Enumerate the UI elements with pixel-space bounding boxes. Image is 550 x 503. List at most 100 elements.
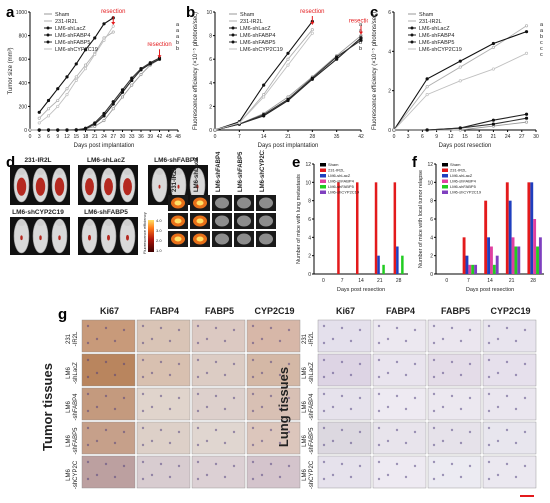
lung-cell-nucleus bbox=[459, 373, 463, 377]
colorbar-tick: 4.0 bbox=[156, 218, 162, 223]
resection-annotation: resection bbox=[349, 19, 368, 25]
data-point bbox=[37, 121, 41, 125]
data-point bbox=[74, 62, 78, 66]
tumor-cell-nucleus bbox=[159, 360, 163, 364]
tumor-cell-nucleus bbox=[104, 394, 108, 398]
lung-cell-nucleus bbox=[514, 407, 518, 411]
panel-letter-g: g bbox=[58, 306, 68, 323]
tumor-cell-nucleus bbox=[177, 430, 181, 434]
data-point bbox=[262, 95, 266, 99]
tumor-cell-nucleus bbox=[251, 392, 255, 396]
colorbar bbox=[148, 220, 154, 252]
legend-entry: LM6-shFABP4 bbox=[55, 33, 90, 39]
tumor-cell-nucleus bbox=[177, 362, 181, 366]
lung-cell-nucleus bbox=[377, 426, 381, 430]
tumor-cell-nucleus bbox=[251, 460, 255, 464]
tumor-cell-nucleus bbox=[168, 475, 172, 479]
mouse bbox=[81, 167, 98, 203]
mouse-head bbox=[104, 169, 113, 175]
significance-label: a bbox=[540, 22, 544, 28]
legend-marker bbox=[46, 26, 50, 30]
tumor-cell-nucleus bbox=[95, 405, 99, 409]
tumor-tissue-image bbox=[191, 353, 246, 387]
data-point bbox=[425, 85, 429, 89]
lung-cell-nucleus bbox=[487, 324, 491, 328]
tumor-cell-nucleus bbox=[223, 373, 227, 377]
data-point bbox=[74, 78, 78, 82]
legend-entry: LM6-shCYP2C19 bbox=[450, 190, 482, 195]
panel-letter-b: b bbox=[186, 4, 196, 21]
y-tick-label: 4 bbox=[308, 235, 311, 241]
x-tick-label: 7 bbox=[467, 278, 470, 284]
legend-entry: 231-IR2L bbox=[55, 19, 78, 25]
tumor-cell-nucleus bbox=[287, 328, 291, 332]
lung-cell-nucleus bbox=[322, 392, 326, 396]
legend-marker bbox=[231, 26, 235, 30]
tumor-cell-nucleus bbox=[251, 477, 255, 481]
tumor-cell-nucleus bbox=[232, 430, 236, 434]
tumor-cell-nucleus bbox=[251, 426, 255, 430]
lung-cell-nucleus bbox=[358, 328, 362, 332]
panel-letter-a: a bbox=[6, 4, 15, 21]
group-label: 231-IR2L bbox=[24, 157, 51, 164]
data-point bbox=[286, 97, 290, 101]
y-tick-label: 6 bbox=[430, 217, 433, 223]
lung-cell-nucleus bbox=[514, 475, 518, 479]
lung-group-label: LM6-shCYP2C19 bbox=[260, 150, 266, 192]
lung-cell-nucleus bbox=[340, 360, 344, 364]
bar bbox=[487, 237, 490, 274]
data-point bbox=[111, 30, 115, 34]
fluorescence-signal bbox=[177, 184, 180, 189]
tumor-cell-nucleus bbox=[122, 362, 126, 366]
data-point bbox=[491, 67, 495, 71]
legend-entry: Sham bbox=[55, 12, 70, 18]
bar bbox=[355, 182, 359, 274]
data-point bbox=[37, 110, 41, 114]
tumor-cell-nucleus bbox=[168, 339, 172, 343]
tumor-cell-nucleus bbox=[122, 464, 126, 468]
y-tick-label: 6 bbox=[308, 217, 311, 223]
y-tick-label: 8 bbox=[430, 199, 433, 205]
significance-label: a bbox=[176, 34, 180, 40]
mouse-head bbox=[85, 169, 94, 175]
tumor-cell-nucleus bbox=[214, 462, 218, 466]
lung-cell-nucleus bbox=[487, 477, 491, 481]
chart-lung-metastasis: 0 2 4 6 8 10 12 0 7 14 21 28 Days post resection Numb… bbox=[296, 162, 408, 293]
lung-cell-nucleus bbox=[450, 360, 454, 364]
legend-entry: 231-IR2L bbox=[419, 19, 442, 25]
lung-tissue-image bbox=[482, 353, 537, 387]
data-point bbox=[139, 72, 143, 77]
data-point bbox=[286, 51, 290, 55]
tumor-cell-nucleus bbox=[260, 439, 264, 443]
fluorescence-signal bbox=[88, 234, 91, 241]
tumor-cell-nucleus bbox=[269, 360, 273, 364]
resection-annotation: resection bbox=[300, 9, 324, 15]
tumor-cell-nucleus bbox=[196, 324, 200, 328]
lung-cell-nucleus bbox=[413, 396, 417, 400]
resection-arrowhead bbox=[111, 22, 116, 25]
legend-entry: LM6-shFABP5 bbox=[328, 184, 355, 189]
tumor-row-label-sub: -shLacZ bbox=[73, 362, 79, 384]
mouse bbox=[100, 218, 117, 254]
lung-cell-nucleus bbox=[413, 362, 417, 366]
resection-annotation: resection bbox=[101, 9, 125, 15]
significance-label: c bbox=[540, 52, 543, 58]
x-tick-label: 45 bbox=[166, 134, 172, 140]
y-tick-label: 0 bbox=[209, 128, 212, 134]
lung-cell-nucleus bbox=[386, 405, 390, 409]
x-tick-label: 14 bbox=[358, 278, 364, 284]
lung-cell-nucleus bbox=[432, 341, 436, 345]
x-tick-label: 36 bbox=[138, 134, 144, 140]
tumor-cell-nucleus bbox=[196, 409, 200, 413]
tumor-row-label: LM6 bbox=[66, 469, 72, 481]
tumor-cell-nucleus bbox=[232, 396, 236, 400]
tumor-cell-nucleus bbox=[141, 477, 145, 481]
tumor-cell-nucleus bbox=[223, 339, 227, 343]
tumor-cell-nucleus bbox=[223, 441, 227, 445]
x-tick-label: 33 bbox=[129, 134, 135, 140]
x-tick-label: 42 bbox=[157, 134, 163, 140]
lung-cell-nucleus bbox=[340, 428, 344, 432]
data-point bbox=[425, 128, 429, 132]
lung-group-label: LM6-shFABP5 bbox=[238, 151, 244, 192]
lung-cell-nucleus bbox=[505, 462, 509, 466]
